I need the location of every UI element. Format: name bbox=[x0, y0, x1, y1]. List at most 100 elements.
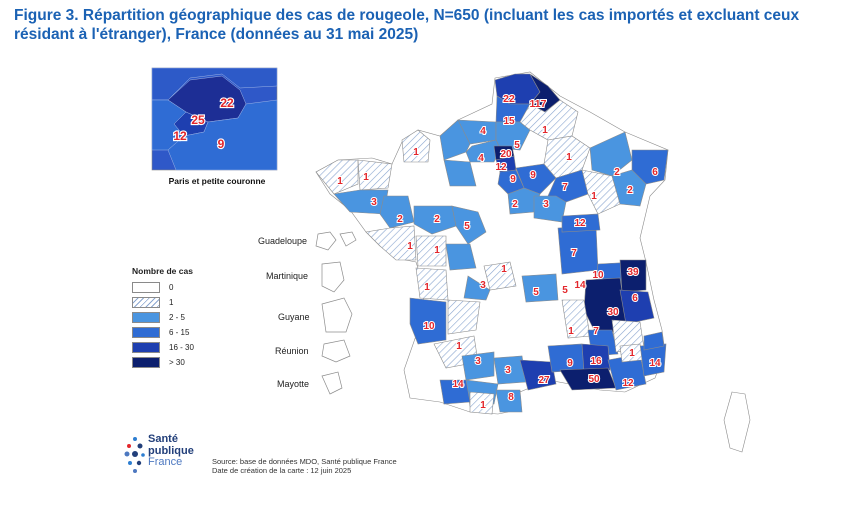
value-label: 3 bbox=[480, 280, 486, 291]
value-label: 1 bbox=[566, 152, 572, 163]
inset-caption: Paris et petite couronne bbox=[168, 176, 266, 186]
value-label: 5 bbox=[514, 140, 520, 151]
legend-rows: 0 1 2 - 5 6 - 15 16 - 30 > 30 bbox=[132, 280, 194, 370]
value-label: 1 bbox=[568, 326, 574, 337]
legend-swatch bbox=[132, 357, 160, 368]
logo-line-3: France bbox=[148, 456, 183, 468]
value-label: 10 bbox=[592, 270, 604, 281]
map-legend: Nombre de cas 0 1 2 - 5 6 - 15 16 - 30 > 30 bbox=[132, 266, 194, 370]
value-label: 1 bbox=[456, 341, 462, 352]
legend-label: 16 - 30 bbox=[169, 343, 194, 352]
value-label: 1 bbox=[434, 245, 440, 256]
legend-swatch bbox=[132, 282, 160, 293]
value-label: 2 bbox=[512, 199, 518, 210]
paris-inset bbox=[151, 67, 278, 171]
value-label: 5 bbox=[533, 287, 539, 298]
legend-label: 2 - 5 bbox=[169, 313, 186, 322]
value-label: 2 bbox=[627, 185, 633, 196]
value-label: 30 bbox=[607, 307, 619, 318]
figure-title: Figure 3. Répartition géographique des c… bbox=[14, 7, 800, 43]
value-label: 4 bbox=[478, 153, 484, 164]
value-label: 20 bbox=[500, 149, 512, 160]
logo-line-1: Santé bbox=[148, 433, 178, 445]
value-label: 9 bbox=[567, 358, 573, 369]
value-label: 3 bbox=[505, 365, 511, 376]
inset-value: 25 bbox=[191, 113, 205, 127]
overseas-label: Réunion bbox=[275, 346, 309, 356]
value-label: 1 bbox=[407, 241, 413, 252]
sante-publique-france-logo: Santé publique France bbox=[124, 433, 206, 476]
value-label: 7 bbox=[571, 248, 577, 259]
value-label: 1 bbox=[480, 400, 486, 411]
legend-title: Nombre de cas bbox=[132, 266, 193, 276]
logo-text: Santé publique France bbox=[148, 433, 194, 469]
value-label: 9 bbox=[510, 174, 516, 185]
value-label: 1 bbox=[337, 176, 343, 187]
value-label: 6 bbox=[652, 167, 658, 178]
value-label: 5 bbox=[562, 285, 568, 296]
inset-value: 9 bbox=[218, 137, 225, 151]
value-label: 12 bbox=[574, 218, 586, 229]
legend-item: 0 bbox=[132, 280, 194, 295]
value-label: 9 bbox=[530, 170, 536, 181]
value-label: 14 bbox=[452, 379, 464, 390]
legend-item: 2 - 5 bbox=[132, 310, 194, 325]
value-label: 7 bbox=[593, 326, 599, 337]
value-label: 7 bbox=[562, 182, 568, 193]
source-note: Source: base de données MDO, Santé publi… bbox=[212, 457, 397, 475]
value-label: 27 bbox=[538, 375, 550, 386]
value-label: 15 bbox=[503, 116, 515, 127]
legend-label: 6 - 15 bbox=[169, 328, 190, 337]
value-label: 6 bbox=[632, 293, 638, 304]
value-label: 22 bbox=[503, 93, 515, 105]
legend-item: 1 bbox=[132, 295, 194, 310]
value-label: 3 bbox=[475, 356, 481, 367]
value-label: 3 bbox=[543, 199, 549, 210]
creation-date: Date de création de la carte : 12 juin 2… bbox=[212, 466, 352, 475]
inset-value: 22 bbox=[220, 96, 234, 110]
value-label: 2 bbox=[614, 167, 620, 178]
legend-item: > 30 bbox=[132, 355, 194, 370]
legend-label: 0 bbox=[169, 283, 174, 292]
legend-swatch bbox=[132, 342, 160, 353]
value-label: 12 bbox=[495, 162, 507, 173]
value-label: 1 bbox=[424, 282, 430, 293]
value-label: 1 bbox=[629, 348, 635, 359]
value-label: 1 bbox=[542, 125, 548, 136]
inset-value: 12 bbox=[173, 129, 187, 143]
value-label: 50 bbox=[588, 374, 600, 385]
overseas-label: Martinique bbox=[266, 271, 309, 281]
value-label: 12 bbox=[622, 378, 634, 389]
legend-swatch bbox=[132, 297, 160, 308]
legend-label: 1 bbox=[169, 298, 174, 307]
value-label: 14 bbox=[649, 358, 661, 369]
value-label: 39 bbox=[627, 267, 639, 278]
mainland-france bbox=[315, 71, 751, 453]
overseas-label: Guyane bbox=[278, 312, 310, 322]
value-label: 3 bbox=[371, 197, 377, 208]
legend-item: 6 - 15 bbox=[132, 325, 194, 340]
source-line: Source: base de données MDO, Santé publi… bbox=[212, 457, 397, 466]
value-label: 2 bbox=[397, 214, 403, 225]
value-label: 1 bbox=[363, 172, 369, 183]
value-label: 16 bbox=[590, 356, 602, 367]
logo-dots-icon bbox=[124, 437, 145, 473]
value-label: 1 bbox=[591, 191, 597, 202]
value-label: 1 bbox=[501, 264, 507, 275]
legend-label: > 30 bbox=[169, 358, 185, 367]
value-label: 4 bbox=[480, 126, 486, 137]
legend-swatch bbox=[132, 312, 160, 323]
value-label: 10 bbox=[423, 321, 435, 332]
overseas-territories bbox=[315, 231, 357, 395]
overseas-label: Mayotte bbox=[277, 379, 310, 389]
value-label: 8 bbox=[508, 392, 514, 403]
value-label: 2 bbox=[434, 214, 440, 225]
logo-line-2: publique bbox=[148, 444, 194, 457]
legend-swatch bbox=[132, 327, 160, 338]
value-label: 14 bbox=[574, 280, 586, 291]
value-label: 5 bbox=[464, 221, 470, 232]
value-label: 117 bbox=[530, 98, 547, 110]
overseas-label: Guadeloupe bbox=[258, 236, 308, 246]
